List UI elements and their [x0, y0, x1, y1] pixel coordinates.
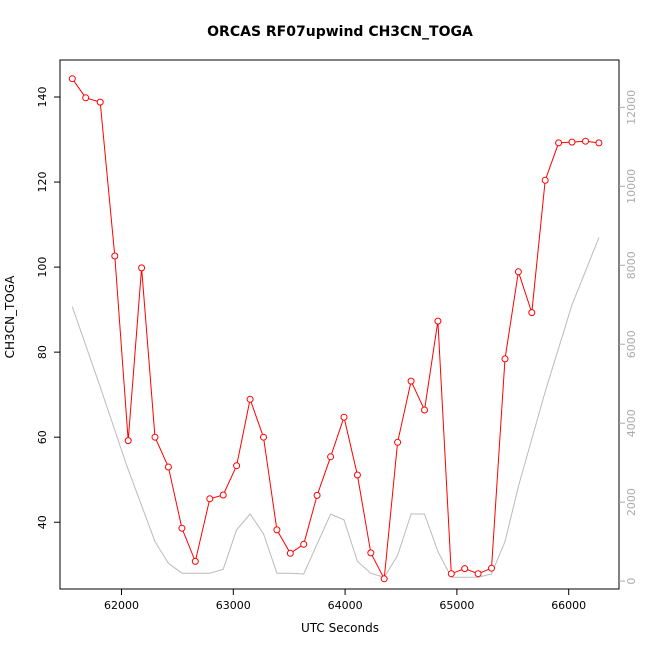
data-point [474, 570, 482, 578]
data-point [96, 98, 104, 106]
data-point [461, 565, 469, 573]
y2-tick-label: 2000 [625, 488, 638, 516]
chart-title: ORCAS RF07upwind CH3CN_TOGA [207, 24, 473, 40]
y-tick-label: 40 [36, 515, 49, 529]
series-line-right [71, 237, 600, 578]
y2-tick-label: 8000 [625, 251, 638, 279]
data-point [434, 317, 442, 325]
data-point [501, 355, 509, 363]
data-point [219, 491, 227, 499]
series-line-left [71, 78, 599, 581]
y-tick-label: 80 [36, 345, 49, 359]
x-tick-label: 64000 [328, 599, 363, 612]
y-tick-label: 140 [36, 86, 49, 107]
data-point [191, 557, 199, 565]
x-tick-label: 63000 [216, 599, 251, 612]
data-point [286, 549, 294, 557]
data-point [568, 138, 576, 146]
data-point [541, 176, 549, 184]
data-point [246, 395, 254, 403]
y-tick-label: 120 [36, 172, 49, 193]
y-axis-left: 40 60 80 100 120 140 [36, 86, 60, 529]
data-point [340, 413, 348, 421]
data-point [164, 463, 172, 471]
data-point [111, 252, 119, 260]
data-point [82, 94, 90, 102]
data-point [124, 437, 132, 445]
data-point [260, 433, 267, 441]
x-tick-label: 65000 [439, 599, 474, 612]
x-tick-label: 62000 [104, 599, 139, 612]
data-point [68, 75, 76, 83]
data-point [514, 268, 522, 276]
y2-tick-label: 10000 [625, 169, 638, 204]
data-point [407, 377, 415, 385]
y2-tick-label: 0 [625, 578, 638, 585]
data-point [380, 575, 388, 583]
y-tick-label: 100 [36, 257, 49, 278]
y2-tick-label: 12000 [625, 90, 638, 125]
plot-frame [59, 59, 620, 590]
data-point [353, 471, 361, 479]
data-point [595, 139, 603, 147]
data-point [300, 540, 308, 548]
series-layer [68, 75, 603, 583]
data-point [273, 526, 281, 534]
y-tick-label: 60 [36, 430, 49, 444]
data-point [138, 264, 146, 272]
y-axis-label: CH3CN_TOGA [3, 275, 17, 358]
data-point [394, 438, 402, 446]
data-point [582, 137, 589, 145]
data-point [327, 453, 335, 461]
data-point [313, 491, 321, 499]
data-point [555, 139, 563, 147]
x-axis-label: UTC Seconds [301, 621, 379, 635]
data-point [447, 570, 455, 578]
data-point [488, 564, 495, 572]
data-point [367, 549, 375, 557]
x-axis: 62000 63000 64000 65000 66000 [104, 589, 586, 612]
data-point [528, 309, 536, 317]
y2-tick-label: 4000 [625, 409, 638, 437]
data-point [206, 495, 214, 503]
y-axis-right: 0 2000 4000 6000 8000 10000 12000 [619, 90, 638, 585]
y2-tick-label: 6000 [625, 330, 638, 358]
data-point [233, 462, 241, 470]
data-point [178, 524, 186, 532]
x-tick-label: 66000 [551, 599, 586, 612]
data-point [421, 406, 428, 414]
data-point [151, 433, 159, 441]
